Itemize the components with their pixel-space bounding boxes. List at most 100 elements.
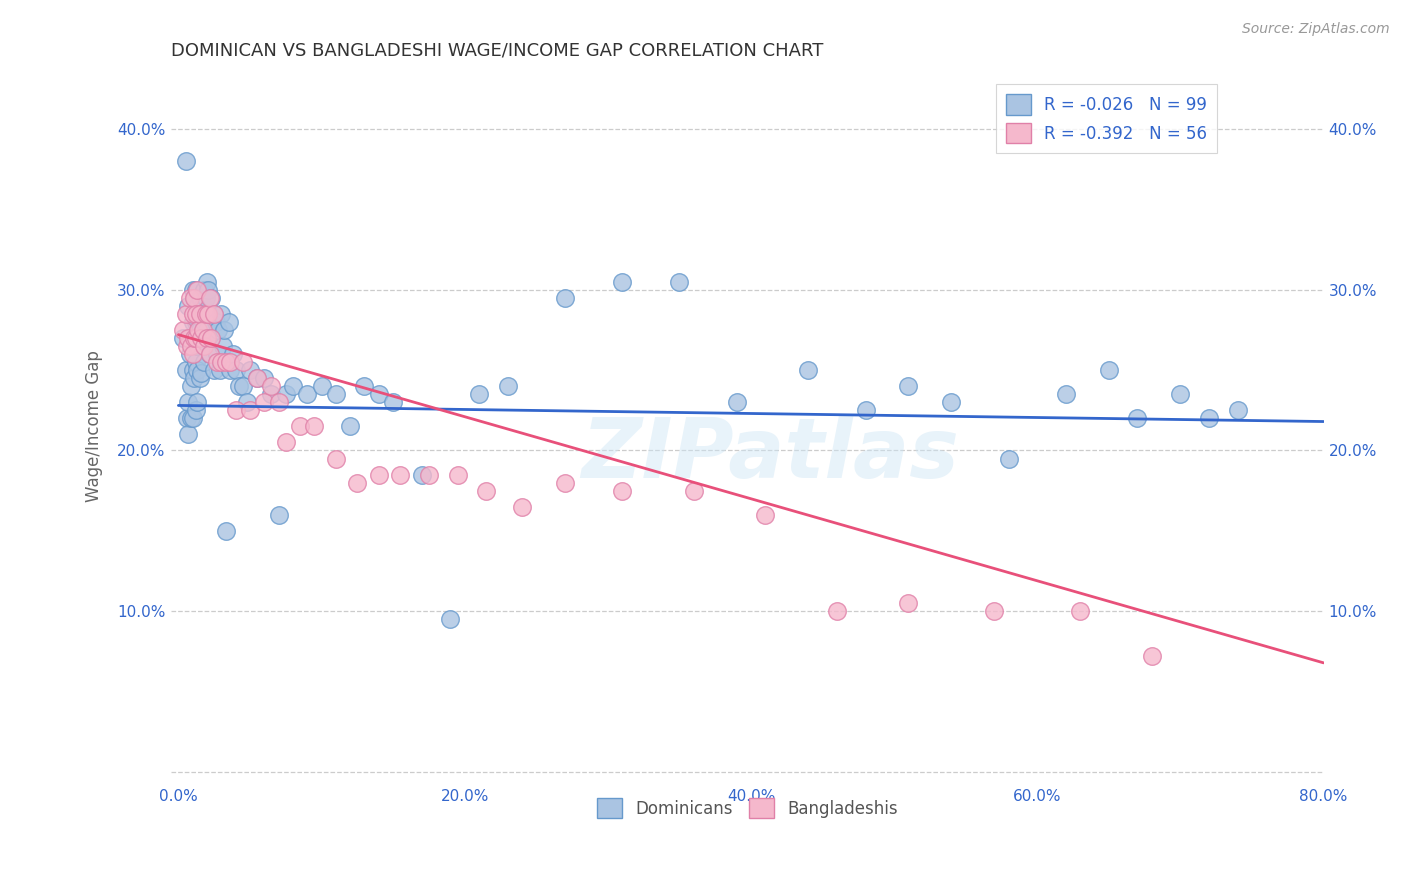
Point bbox=[668, 275, 690, 289]
Point bbox=[214, 355, 236, 369]
Point bbox=[510, 500, 533, 514]
Point bbox=[554, 291, 576, 305]
Point bbox=[209, 307, 232, 321]
Point bbox=[191, 323, 214, 337]
Point bbox=[228, 379, 250, 393]
Point bbox=[682, 483, 704, 498]
Point bbox=[184, 315, 207, 329]
Point bbox=[325, 387, 347, 401]
Point bbox=[855, 403, 877, 417]
Point bbox=[281, 379, 304, 393]
Point bbox=[197, 307, 219, 321]
Point bbox=[267, 395, 290, 409]
Point bbox=[183, 291, 205, 305]
Point bbox=[188, 307, 211, 321]
Point bbox=[288, 419, 311, 434]
Point bbox=[194, 331, 217, 345]
Point bbox=[554, 475, 576, 490]
Point bbox=[177, 331, 200, 345]
Point bbox=[1126, 411, 1149, 425]
Point bbox=[179, 347, 201, 361]
Point bbox=[186, 283, 208, 297]
Point bbox=[177, 395, 200, 409]
Point bbox=[211, 339, 233, 353]
Point bbox=[191, 339, 214, 353]
Point bbox=[188, 291, 211, 305]
Point bbox=[187, 339, 209, 353]
Point bbox=[190, 331, 212, 345]
Point bbox=[418, 467, 440, 482]
Point bbox=[446, 467, 468, 482]
Point bbox=[177, 427, 200, 442]
Point bbox=[187, 299, 209, 313]
Point bbox=[267, 508, 290, 522]
Point bbox=[612, 483, 634, 498]
Point bbox=[181, 347, 204, 361]
Point bbox=[190, 291, 212, 305]
Point bbox=[205, 347, 228, 361]
Point bbox=[184, 283, 207, 297]
Point bbox=[212, 323, 235, 337]
Point bbox=[180, 411, 202, 425]
Point bbox=[184, 355, 207, 369]
Point bbox=[208, 363, 231, 377]
Point bbox=[439, 612, 461, 626]
Point bbox=[198, 347, 221, 361]
Point bbox=[214, 524, 236, 538]
Legend: Dominicans, Bangladeshis: Dominicans, Bangladeshis bbox=[591, 791, 905, 825]
Point bbox=[183, 371, 205, 385]
Point bbox=[274, 387, 297, 401]
Point bbox=[184, 331, 207, 345]
Point bbox=[183, 291, 205, 305]
Point bbox=[174, 307, 197, 321]
Point bbox=[200, 291, 222, 305]
Point bbox=[186, 339, 208, 353]
Point bbox=[304, 419, 326, 434]
Point bbox=[725, 395, 748, 409]
Point bbox=[232, 355, 254, 369]
Point bbox=[274, 435, 297, 450]
Point bbox=[897, 379, 920, 393]
Point bbox=[186, 363, 208, 377]
Point bbox=[200, 331, 222, 345]
Point bbox=[1226, 403, 1249, 417]
Point bbox=[193, 283, 215, 297]
Point bbox=[181, 283, 204, 297]
Point bbox=[219, 355, 242, 369]
Point bbox=[184, 307, 207, 321]
Point bbox=[197, 283, 219, 297]
Point bbox=[382, 395, 405, 409]
Point bbox=[202, 363, 225, 377]
Point bbox=[190, 366, 212, 380]
Point bbox=[1170, 387, 1192, 401]
Point bbox=[260, 379, 283, 393]
Point bbox=[225, 403, 247, 417]
Point bbox=[219, 363, 242, 377]
Point bbox=[1098, 363, 1121, 377]
Point bbox=[297, 387, 319, 401]
Point bbox=[941, 395, 963, 409]
Point bbox=[1054, 387, 1077, 401]
Point bbox=[181, 363, 204, 377]
Point bbox=[195, 331, 218, 345]
Point bbox=[754, 508, 776, 522]
Point bbox=[612, 275, 634, 289]
Point bbox=[825, 604, 848, 618]
Point bbox=[172, 331, 194, 345]
Point bbox=[188, 371, 211, 385]
Point bbox=[389, 467, 412, 482]
Point bbox=[202, 307, 225, 321]
Point bbox=[194, 291, 217, 305]
Point bbox=[897, 596, 920, 610]
Text: DOMINICAN VS BANGLADESHI WAGE/INCOME GAP CORRELATION CHART: DOMINICAN VS BANGLADESHI WAGE/INCOME GAP… bbox=[172, 42, 824, 60]
Point bbox=[346, 475, 368, 490]
Point bbox=[353, 379, 375, 393]
Point bbox=[207, 323, 229, 337]
Point bbox=[496, 379, 519, 393]
Point bbox=[236, 395, 259, 409]
Point bbox=[198, 347, 221, 361]
Point bbox=[218, 315, 240, 329]
Point bbox=[186, 395, 208, 409]
Point bbox=[253, 371, 276, 385]
Point bbox=[468, 387, 491, 401]
